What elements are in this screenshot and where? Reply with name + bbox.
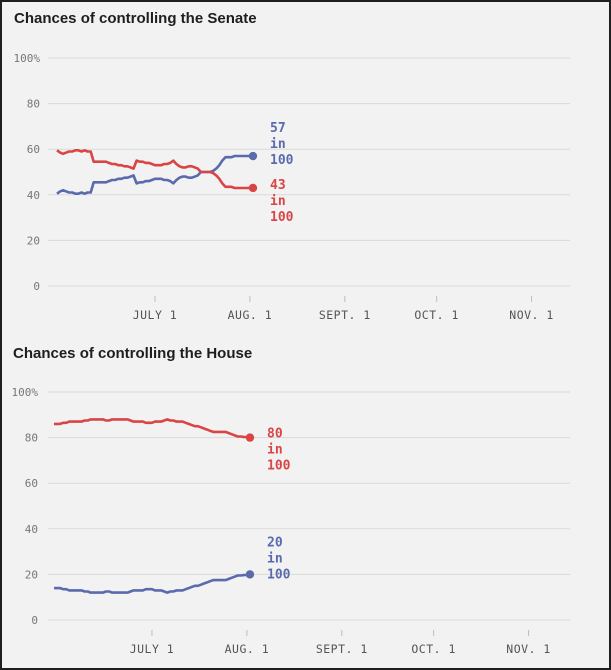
y-tick-label: 40 bbox=[25, 523, 38, 536]
y-tick-label: 0 bbox=[31, 614, 38, 627]
end-label-republicans: 43 bbox=[270, 178, 286, 193]
x-tick-label: SEPT. 1 bbox=[316, 642, 368, 656]
y-tick-label: 0 bbox=[33, 280, 40, 293]
y-tick-label: 20 bbox=[27, 234, 40, 247]
end-label-democrats: 57 bbox=[270, 121, 286, 136]
senate-panel: Chances of controlling the Senate 0 20 40 6… bbox=[2, 2, 609, 332]
y-tick-label: 60 bbox=[25, 477, 38, 490]
end-label-democrats: in bbox=[270, 137, 286, 152]
x-tick-label: OCT. 1 bbox=[411, 642, 456, 656]
end-label-republicans: 100 bbox=[267, 459, 291, 474]
endpoint-dot-republicans bbox=[245, 433, 255, 442]
series-line-democrats bbox=[56, 154, 253, 195]
end-label-republicans: 100 bbox=[270, 210, 294, 225]
end-label-democrats: 100 bbox=[270, 153, 294, 168]
senate-chart: 0 20 40 60 80 100% JULY 1 AUG. 1 SEPT. 1 OCT. 1 NO… bbox=[14, 52, 570, 322]
end-label-democrats: 100 bbox=[267, 567, 291, 582]
y-tick-label: 20 bbox=[25, 568, 38, 581]
end-label-republicans: in bbox=[270, 194, 286, 209]
x-tick-label: JULY 1 bbox=[133, 308, 178, 322]
y-tick-label: 80 bbox=[27, 98, 40, 111]
end-label-democrats: in bbox=[267, 551, 283, 566]
y-tick-label: 80 bbox=[25, 432, 38, 445]
y-tick-label: 100% bbox=[12, 386, 39, 399]
y-tick-label: 100% bbox=[14, 52, 41, 65]
x-tick-label: AUG. 1 bbox=[228, 308, 273, 322]
house-chart: 0 20 40 60 80 100% JULY 1 AUG. 1 SEPT. 1 OCT. 1 NO… bbox=[12, 386, 570, 656]
end-label-republicans: in bbox=[267, 443, 283, 458]
y-tick-label: 40 bbox=[27, 189, 40, 202]
x-tick-label: AUG. 1 bbox=[225, 642, 270, 656]
endpoint-dot-democrats bbox=[245, 570, 255, 579]
x-tick-label: NOV. 1 bbox=[509, 308, 554, 322]
house-chart-title: Chances of controlling the House bbox=[13, 345, 253, 362]
series-line-democrats bbox=[54, 573, 251, 594]
x-tick-label: NOV. 1 bbox=[506, 642, 551, 656]
x-tick-label: JULY 1 bbox=[130, 642, 175, 656]
endpoint-dot-democrats bbox=[248, 151, 258, 161]
endpoint-dot-republicans bbox=[248, 183, 258, 193]
end-label-republicans: 80 bbox=[267, 427, 283, 442]
x-tick-label: OCT. 1 bbox=[414, 308, 459, 322]
house-panel: Chances of controlling the House 0 20 40 60… bbox=[2, 332, 609, 668]
end-label-democrats: 20 bbox=[267, 535, 283, 550]
series-line-republicans bbox=[56, 149, 253, 190]
series-line-republicans bbox=[54, 418, 251, 439]
senate-chart-title: Chances of controlling the Senate bbox=[14, 10, 257, 27]
y-tick-label: 60 bbox=[27, 143, 40, 156]
x-tick-label: SEPT. 1 bbox=[319, 308, 371, 322]
